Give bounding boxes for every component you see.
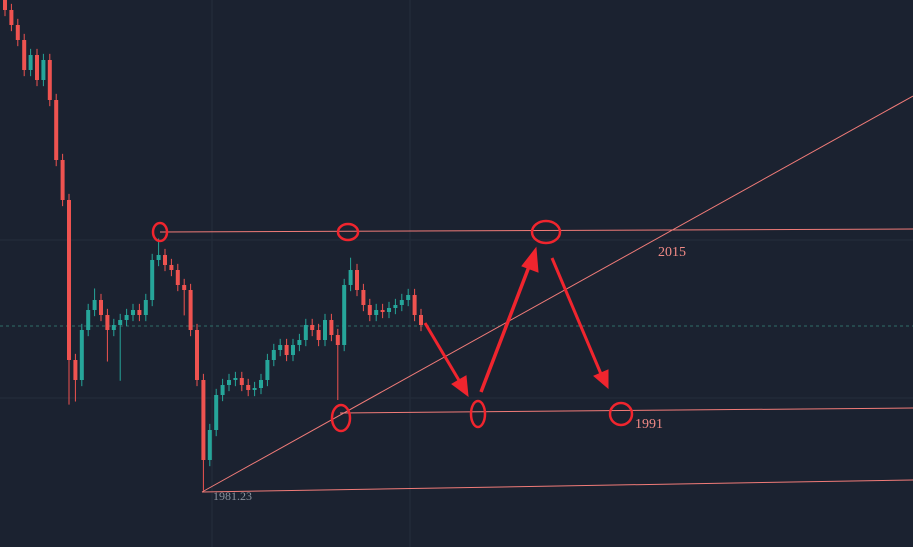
candle-body <box>163 255 167 265</box>
arrow-head <box>521 246 539 273</box>
circles <box>151 219 634 433</box>
candle-body <box>73 360 78 380</box>
circle <box>530 219 562 245</box>
candle-body <box>201 380 206 460</box>
candle-body <box>156 255 161 260</box>
candle-body <box>3 0 7 10</box>
candle-body <box>316 330 321 340</box>
candle-body <box>303 325 308 340</box>
candle-body <box>329 320 334 335</box>
candle-body <box>188 290 193 330</box>
candle-body <box>259 380 263 388</box>
candle-body <box>105 315 110 330</box>
diagonal-line <box>201 95 913 493</box>
candle-body <box>79 330 84 380</box>
arrow-head <box>593 369 609 390</box>
low-label: 1981.23 <box>213 489 252 503</box>
candle-body <box>195 330 199 380</box>
candle-body <box>118 320 123 325</box>
candle-body <box>54 100 59 160</box>
candle-body <box>150 260 155 300</box>
trendlines <box>159 95 913 493</box>
arrow <box>479 263 532 393</box>
candle-body <box>67 200 71 360</box>
candle-body <box>92 300 97 310</box>
candle-body <box>252 388 257 390</box>
candle-body <box>412 295 417 315</box>
candle-body <box>175 270 180 285</box>
support-line <box>339 407 913 414</box>
candle-body <box>111 325 116 330</box>
candle-body <box>361 290 366 305</box>
candle-body <box>291 345 295 355</box>
candle-body <box>47 60 52 100</box>
candle-body <box>335 335 340 345</box>
candle-body <box>99 300 103 315</box>
candle-body <box>207 430 212 460</box>
candle-body <box>246 385 251 390</box>
candle-body <box>419 315 423 325</box>
candle-body <box>355 270 359 290</box>
candle-body <box>233 378 238 380</box>
candle-body <box>406 295 411 300</box>
candle-body <box>342 285 347 345</box>
candle-body <box>220 385 225 395</box>
candle-body <box>399 300 404 305</box>
circle <box>469 399 487 429</box>
candle-body <box>9 10 14 25</box>
candle-body <box>271 350 276 360</box>
candle-body <box>227 380 231 385</box>
candle-body <box>297 340 302 345</box>
candles <box>3 0 423 491</box>
candle-body <box>214 395 219 430</box>
arrow <box>423 322 462 383</box>
candle-body <box>393 305 398 308</box>
annotation-label: 1991 <box>635 417 663 432</box>
candle-body <box>310 325 315 330</box>
circle <box>608 401 634 427</box>
candle-body <box>28 55 33 70</box>
candle-body <box>35 55 39 80</box>
candle-body <box>15 25 20 40</box>
circle <box>336 222 360 242</box>
candle-body <box>169 265 174 270</box>
candle-body <box>387 308 391 312</box>
candle-body <box>22 40 27 70</box>
candle-body <box>86 310 91 330</box>
annotation-label: 2015 <box>658 245 686 260</box>
candle-body <box>41 60 46 80</box>
candle-body <box>124 315 129 320</box>
base-line <box>201 479 913 493</box>
candle-body <box>380 310 385 312</box>
resistance-line <box>159 228 913 233</box>
candle-body <box>323 320 327 340</box>
candle-body <box>131 310 135 315</box>
candle-body <box>60 160 65 200</box>
circle <box>330 403 352 433</box>
candle-body <box>348 270 353 285</box>
candle-body <box>143 300 148 315</box>
candle-body <box>265 360 270 380</box>
candle-body <box>137 310 142 315</box>
candle-body <box>239 378 244 385</box>
circle <box>151 221 169 243</box>
arrows <box>423 246 609 398</box>
candle-body <box>182 285 187 290</box>
candle-body <box>374 310 379 315</box>
candle-body <box>278 345 283 350</box>
arrow-head <box>451 375 469 398</box>
candle-body <box>284 345 289 355</box>
candle-body <box>367 305 372 315</box>
arrow <box>550 257 603 375</box>
